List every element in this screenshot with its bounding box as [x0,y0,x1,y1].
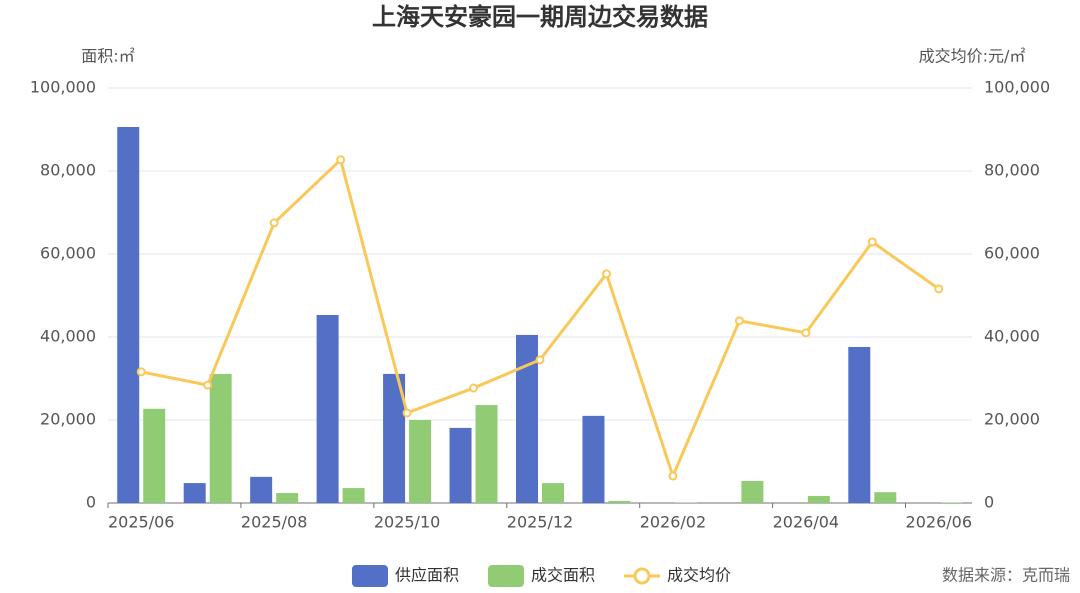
chart-title: 上海天安豪园一期周边交易数据 [372,3,708,31]
legend-swatch[interactable] [352,565,388,587]
bar [874,492,897,503]
y2-tick-label: 0 [984,493,994,512]
bar [516,334,538,503]
line-point [801,328,811,338]
x-tick-label: 2025/08 [241,513,307,532]
line-point [535,355,545,365]
line-point [601,269,611,279]
y-tick-label: 100,000 [30,78,96,97]
x-tick-label: 2026/02 [640,513,706,532]
line-point [668,471,678,481]
bar [183,483,206,503]
legend-label[interactable]: 成交均价 [667,566,731,585]
bar [409,420,432,503]
bar [848,346,871,503]
bar [342,488,365,503]
x-tick-label: 2025/12 [507,513,573,532]
line-point [734,316,744,326]
y-tick-label: 80,000 [40,161,96,180]
bar [741,481,764,503]
y-axis-label: 面积:㎡ [81,47,134,66]
y2-tick-label: 80,000 [984,161,1040,180]
line-point [136,367,146,377]
bar [608,500,631,503]
x-tick-label: 2025/06 [108,513,174,532]
line-point [336,155,346,165]
y2-axis-label: 成交均价:元/㎡ [919,47,1026,66]
legend-swatch[interactable] [488,565,524,587]
y-tick-label: 60,000 [40,244,96,263]
line-point [934,284,944,294]
line-point [269,218,279,228]
bar [117,127,140,503]
bar [475,405,498,503]
bar [250,476,273,503]
y2-tick-label: 60,000 [984,244,1040,263]
line-point [402,408,412,418]
bar [807,495,830,503]
x-tick-label: 2026/04 [773,513,839,532]
legend-swatch[interactable] [633,567,651,585]
y2-tick-label: 40,000 [984,327,1040,346]
y2-tick-label: 100,000 [984,78,1050,97]
bar [316,315,339,503]
bar [209,373,232,503]
bar [582,415,605,503]
legend-label[interactable]: 供应面积 [395,566,459,585]
bar [542,483,564,503]
bar [449,427,472,503]
line-point [203,380,213,390]
line-point [469,383,479,393]
bar [276,493,299,503]
y-tick-label: 40,000 [40,327,96,346]
line [140,156,940,481]
y2-tick-label: 20,000 [984,410,1040,429]
source: 数据来源：克而瑞 [942,566,1070,585]
y-tick-label: 20,000 [40,410,96,429]
bar [143,408,166,503]
bar [383,373,406,503]
x-tick-label: 2025/10 [374,513,440,532]
legend-label[interactable]: 成交面积 [531,566,595,585]
y-tick-label: 0 [86,493,96,512]
line-point [867,237,877,247]
x-tick-label: 2026/06 [906,513,972,532]
